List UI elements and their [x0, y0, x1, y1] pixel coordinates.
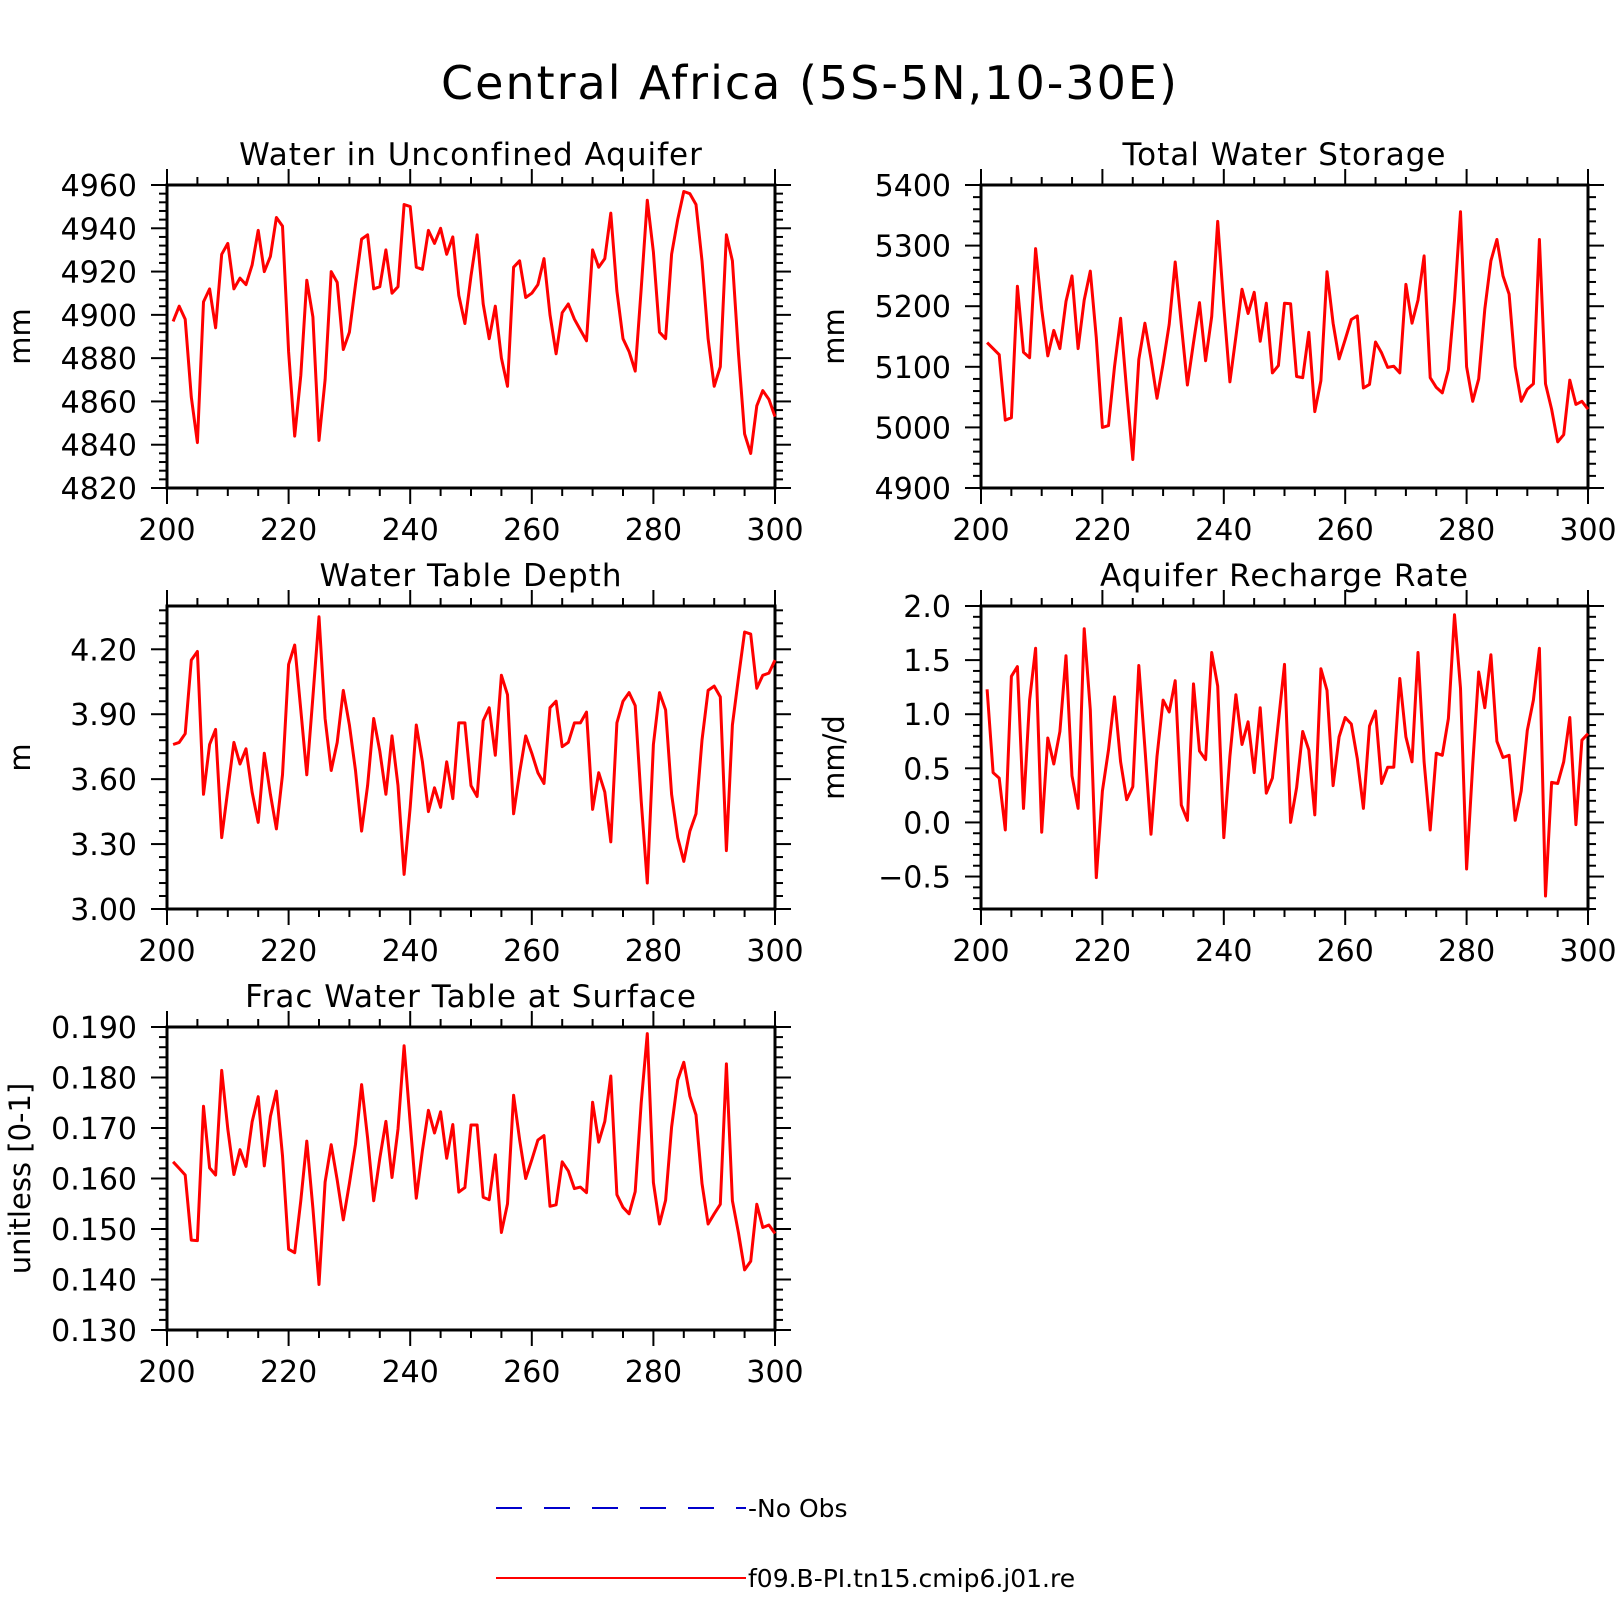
- series-line: [171, 190, 777, 455]
- y-axis-label: m: [3, 743, 37, 771]
- series-line: [171, 1032, 777, 1286]
- page-title: Central Africa (5S-5N,10-30E): [441, 56, 1179, 110]
- x-tick-label: 220: [260, 513, 317, 548]
- panel-title: Water in Unconfined Aquifer: [239, 137, 703, 173]
- series-line: [172, 615, 777, 885]
- y-tick-label: 4880: [61, 342, 137, 377]
- x-tick-label: 220: [260, 1355, 317, 1390]
- legend: -No Obs f09.B-PI.tn15.cmip6.j01.re: [496, 1494, 1075, 1593]
- plot-frame: [979, 183, 1590, 490]
- x-tick-label: 260: [1317, 934, 1374, 969]
- y-tick-label: 0.190: [51, 1011, 137, 1046]
- panel-title: Water Table Depth: [320, 558, 623, 594]
- plot-frame: [165, 604, 777, 911]
- y-tick-label: 4840: [61, 429, 137, 464]
- y-tick-label: 4960: [61, 169, 137, 204]
- x-tick-label: 280: [625, 513, 682, 548]
- x-tick-label: 200: [138, 1355, 195, 1390]
- x-tick-label: 260: [503, 934, 560, 969]
- legend-label: -No Obs: [748, 1494, 848, 1523]
- series-line: [986, 210, 1590, 461]
- x-tick-label: 220: [1074, 934, 1131, 969]
- y-tick-label: 3.00: [70, 893, 137, 928]
- y-tick-label: 5100: [875, 351, 951, 386]
- y-tick-label: 0.0: [903, 806, 951, 841]
- x-tick-label: 300: [746, 513, 803, 548]
- y-tick-label: 5400: [875, 169, 951, 204]
- x-tick-label: 220: [260, 934, 317, 969]
- y-tick-label: 1.5: [903, 644, 951, 679]
- y-tick-label: 3.30: [70, 828, 137, 863]
- x-tick-label: 220: [1074, 513, 1131, 548]
- chart-panel-frac-water-table: Frac Water Table at Surface 200 220 240 260 2…: [3, 979, 804, 1390]
- x-tick-label: 240: [1195, 513, 1252, 548]
- y-axis-label: mm: [817, 308, 851, 365]
- x-tick-label: 240: [382, 1355, 439, 1390]
- chart-panel-unconfined-aquifer: Water in Unconfined Aquifer 200 220 240 260 2…: [3, 137, 804, 548]
- y-tick-label: 1.0: [903, 698, 951, 733]
- y-tick-label: 0.140: [51, 1264, 137, 1299]
- x-tick-label: 240: [1195, 934, 1252, 969]
- y-tick-label: 4900: [61, 299, 137, 334]
- x-tick-label: 280: [1438, 934, 1495, 969]
- y-tick-label: 0.130: [51, 1314, 137, 1349]
- x-tick-label: 240: [382, 513, 439, 548]
- x-tick-label: 300: [1559, 934, 1616, 969]
- y-axis-label: mm/d: [817, 715, 851, 800]
- y-tick-label: −0.5: [878, 861, 951, 896]
- y-tick-label: 0.170: [51, 1112, 137, 1147]
- x-tick-label: 280: [625, 1355, 682, 1390]
- y-tick-label: 0.160: [51, 1163, 137, 1198]
- y-tick-label: 0.5: [903, 752, 951, 787]
- y-tick-label: 3.60: [70, 763, 137, 798]
- y-tick-label: 5300: [875, 230, 951, 265]
- panel-title: Frac Water Table at Surface: [245, 979, 697, 1015]
- y-tick-label: 4.20: [70, 633, 137, 668]
- x-tick-label: 200: [952, 934, 1009, 969]
- panel-title: Total Water Storage: [1121, 137, 1446, 173]
- y-tick-label: 5200: [875, 290, 951, 325]
- y-tick-label: 5000: [875, 411, 951, 446]
- x-tick-label: 260: [503, 513, 560, 548]
- legend-label: f09.B-PI.tn15.cmip6.j01.re: [748, 1564, 1075, 1593]
- y-tick-label: 4900: [875, 472, 951, 507]
- y-tick-label: 3.90: [70, 698, 137, 733]
- x-tick-label: 300: [746, 934, 803, 969]
- y-tick-label: 4940: [61, 212, 137, 247]
- x-tick-label: 200: [138, 934, 195, 969]
- y-axis-label: unitless [0-1]: [3, 1083, 37, 1275]
- y-tick-label: 0.180: [51, 1062, 137, 1097]
- x-tick-label: 260: [503, 1355, 560, 1390]
- y-tick-label: 4860: [61, 385, 137, 420]
- chart-panel-total-water-storage: Total Water Storage 200 220 240 260 280 300 490…: [817, 137, 1617, 548]
- x-tick-label: 280: [625, 934, 682, 969]
- chart-panel-aquifer-recharge-rate: Aquifer Recharge Rate 200 220 240 260 280 300 −…: [817, 558, 1617, 969]
- x-tick-label: 260: [1317, 513, 1374, 548]
- series-line: [985, 613, 1590, 898]
- panel-title: Aquifer Recharge Rate: [1100, 558, 1469, 594]
- y-tick-label: 4920: [61, 256, 137, 291]
- y-axis-label: mm: [3, 308, 37, 365]
- plot-frame: [165, 1025, 777, 1332]
- chart-panel-water-table-depth: Water Table Depth 200 220 240 260 280 300 3.00 3…: [3, 558, 804, 969]
- y-tick-label: 4820: [61, 472, 137, 507]
- y-tick-label: 2.0: [903, 590, 951, 625]
- x-tick-label: 280: [1438, 513, 1495, 548]
- x-tick-label: 240: [382, 934, 439, 969]
- x-tick-label: 200: [138, 513, 195, 548]
- y-tick-label: 0.150: [51, 1213, 137, 1248]
- x-tick-label: 300: [1559, 513, 1616, 548]
- x-tick-label: 200: [952, 513, 1009, 548]
- x-tick-label: 300: [746, 1355, 803, 1390]
